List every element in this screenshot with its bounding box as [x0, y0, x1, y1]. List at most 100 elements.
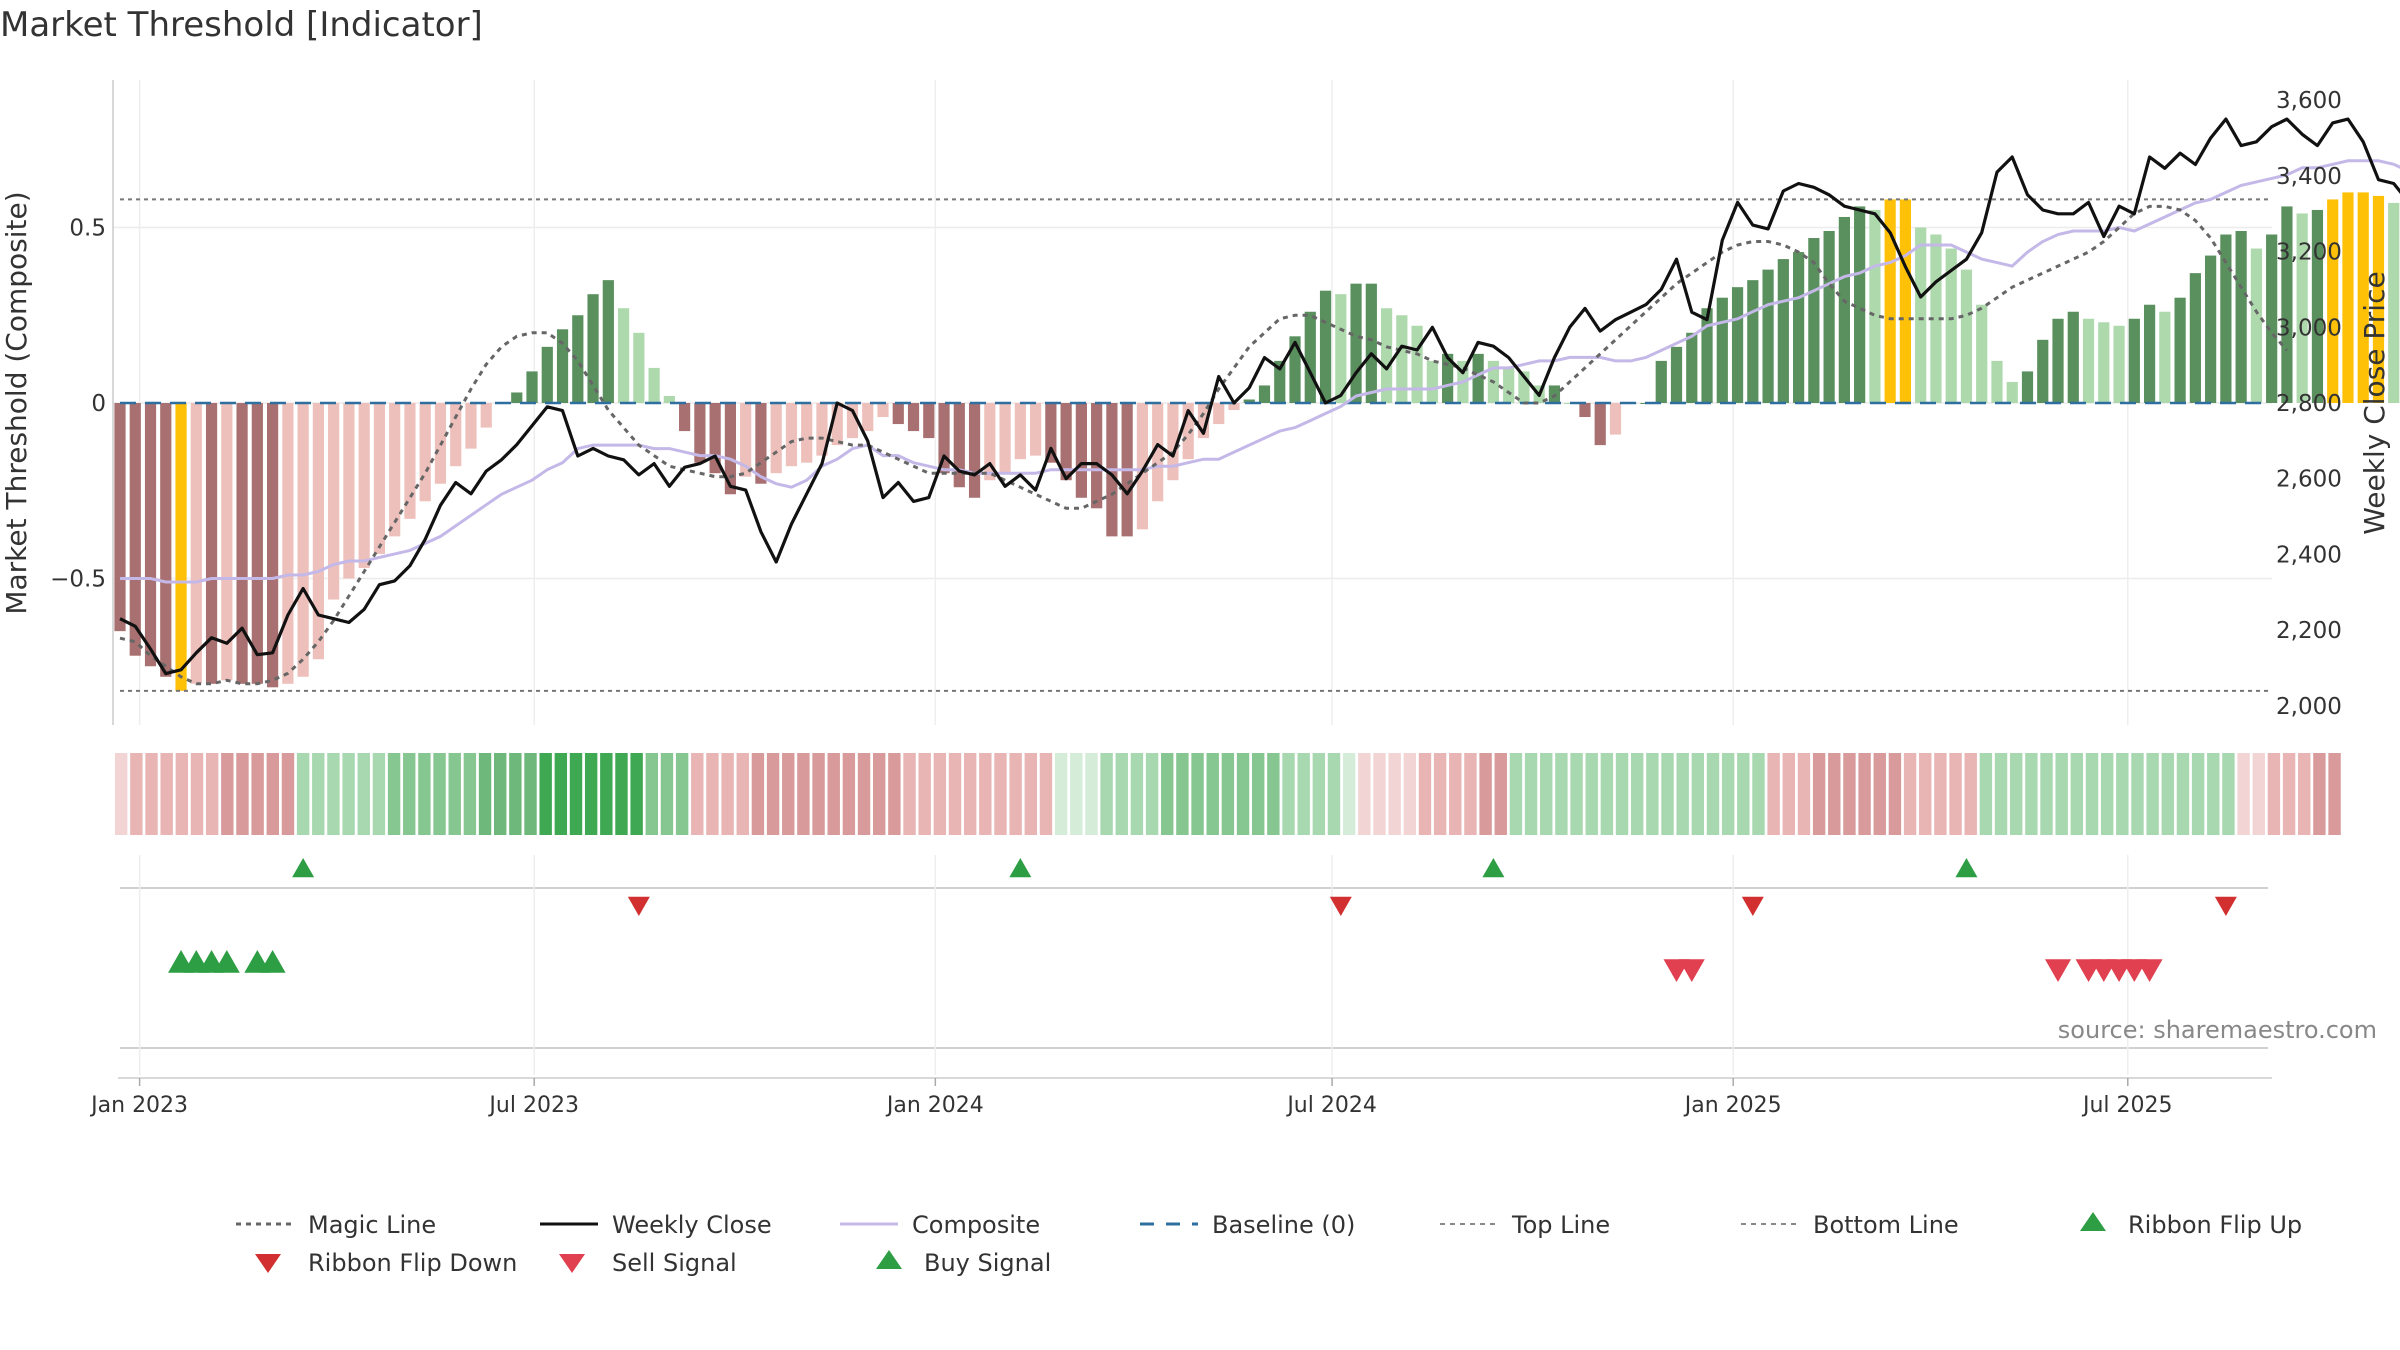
- composite-bar: [2357, 192, 2369, 403]
- ribbon-cell: [2191, 753, 2205, 835]
- composite-bar: [1014, 403, 1026, 460]
- x-tick-label: Jan 2024: [885, 1093, 984, 1118]
- ribbon-cell: [2222, 753, 2235, 835]
- ribbon-cell: [736, 753, 749, 835]
- ribbon-cell: [357, 753, 370, 835]
- ribbon-cell: [296, 753, 310, 835]
- composite-bar: [480, 403, 492, 428]
- composite-bar: [816, 403, 828, 456]
- composite-bar: [1030, 403, 1042, 456]
- reference-lines: [120, 198, 2268, 692]
- composite-bar: [2311, 209, 2324, 403]
- ribbon-cell: [1737, 753, 1750, 835]
- composite-bar: [404, 403, 416, 519]
- legend-triangle-down-icon: [559, 1254, 585, 1273]
- legend-label: Ribbon Flip Up: [2128, 1211, 2302, 1239]
- legend: Magic Line Weekly Close Composite Baseline …: [236, 1211, 2302, 1277]
- ribbon-cell: [448, 753, 461, 835]
- composite-bar: [617, 308, 630, 403]
- ribbon-cell: [1661, 753, 1674, 835]
- composite-bar: [1258, 385, 1271, 403]
- ribbon-cell: [1297, 753, 1310, 835]
- composite-bar: [160, 403, 172, 677]
- ribbon-cell: [1130, 753, 1144, 835]
- ribbon-cell: [1206, 753, 1219, 835]
- ribbon-cell: [1449, 753, 1462, 835]
- composite-bar: [1808, 238, 1820, 403]
- ribbon-cell: [494, 753, 507, 835]
- x-tick-label: Jan 2023: [89, 1093, 188, 1118]
- composite-bar: [1518, 371, 1530, 403]
- ribbon-cell: [221, 753, 234, 835]
- ribbon-cell: [1843, 753, 1856, 835]
- ribbon-cell: [1585, 753, 1598, 835]
- right-tick-label: 3,400: [2276, 164, 2342, 190]
- signal-markers: [168, 858, 2237, 982]
- ribbon-cell: [1388, 753, 1401, 835]
- composite-bar: [2067, 311, 2079, 403]
- ribbon-cell: [2116, 753, 2129, 835]
- ribbon-cell: [675, 753, 689, 835]
- composite-bar: [2082, 318, 2095, 403]
- legend-label: Ribbon Flip Down: [308, 1249, 517, 1277]
- ribbon-cell: [266, 753, 279, 835]
- ribbon-cell: [1797, 753, 1811, 835]
- x-tick-labels: Jan 2023 Jul 2023 Jan 2024 Jul 2024 Jan 2025…: [89, 1078, 2173, 1118]
- legend-item: Composite: [840, 1211, 1040, 1239]
- left-tick-label: 0.5: [69, 216, 106, 242]
- ribbon-cell: [1888, 753, 1902, 835]
- right-tick-label: 2,800: [2276, 391, 2342, 417]
- ribbon-cell: [2055, 753, 2068, 835]
- composite-bar: [1564, 403, 1576, 404]
- composite-bar: [1350, 283, 1362, 403]
- composite-bar: [221, 403, 233, 681]
- composite-bar: [938, 403, 950, 474]
- ribbon-cell: [1903, 753, 1917, 835]
- composite-bar: [1335, 294, 1347, 403]
- ribbon-cell: [721, 753, 734, 835]
- ribbon-cell: [1979, 753, 1993, 835]
- composite-bar: [1976, 304, 1988, 403]
- composite-bar: [1899, 199, 1912, 403]
- composite-bar: [1594, 403, 1606, 446]
- legend-triangle-up-icon: [2080, 1212, 2106, 1231]
- ribbon-cell: [1782, 753, 1795, 835]
- ribbon-cell: [615, 753, 628, 835]
- ribbon-flip-down-marker: [627, 896, 650, 916]
- composite-bar: [450, 403, 462, 467]
- ribbon-cell: [2025, 753, 2038, 835]
- composite-bar: [297, 403, 309, 677]
- ribbon-cell: [2085, 753, 2099, 835]
- ribbon-cell: [1464, 753, 1477, 835]
- composite-bar: [1716, 297, 1728, 403]
- legend-label: Baseline (0): [1212, 1211, 1355, 1239]
- composite-bar: [1182, 403, 1194, 460]
- x-tick-label: Jan 2025: [1683, 1093, 1782, 1118]
- composite-bar: [663, 395, 675, 403]
- ribbon-cell: [1524, 753, 1538, 835]
- legend-triangle-down-icon: [255, 1254, 281, 1273]
- composite-bar: [953, 403, 965, 488]
- right-tick-label: 3,200: [2276, 240, 2342, 266]
- composite-bar: [1060, 403, 1072, 481]
- composite-bar: [1731, 287, 1744, 403]
- ribbon-cell: [1509, 753, 1523, 835]
- ribbon-flip-down-marker: [1329, 896, 1352, 916]
- composite-bar: [1152, 403, 1164, 502]
- ribbon-cell: [994, 753, 1007, 835]
- left-tick-labels: 0.5 0 −0.5: [50, 216, 106, 593]
- composite-bar: [1686, 332, 1698, 403]
- composite-bar: [328, 403, 340, 600]
- composite-bar: [2128, 318, 2140, 403]
- right-tick-label: 2,600: [2276, 467, 2342, 493]
- composite-bar: [419, 403, 431, 502]
- composite-bar: [1915, 227, 1927, 403]
- ribbon-cell: [766, 753, 780, 835]
- composite-bar: [724, 403, 736, 495]
- composite-bar: [144, 403, 157, 667]
- composite-bar: [2266, 234, 2278, 403]
- ribbon-cell: [1342, 753, 1356, 835]
- source-note: source: sharemaestro.com: [2058, 1016, 2377, 1044]
- composite-bar: [1793, 252, 1805, 403]
